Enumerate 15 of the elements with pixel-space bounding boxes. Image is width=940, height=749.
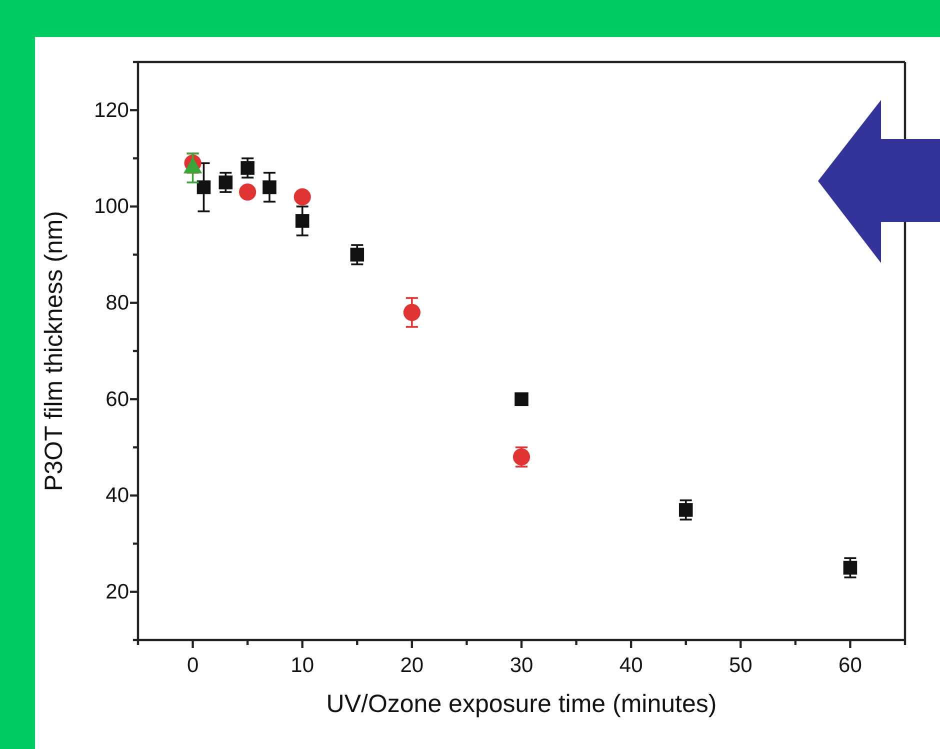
- y-tick-label: 120: [94, 98, 129, 122]
- x-tick-label: 30: [510, 654, 534, 678]
- y-tick-label: 100: [94, 195, 129, 218]
- x-tick-label: 50: [728, 654, 752, 678]
- y-axis-title: P3OT film thickness (nm): [40, 210, 68, 492]
- y-tick-label: 80: [106, 292, 129, 315]
- x-tick-label: 60: [838, 654, 862, 678]
- x-axis-title: UV/Ozone exposure time (minutes): [326, 690, 717, 718]
- y-tick-label: 20: [106, 580, 129, 604]
- x-tick-label: 20: [400, 654, 424, 678]
- y-tick-label: 60: [106, 388, 129, 411]
- x-tick-label: 0: [186, 654, 199, 678]
- y-tick-label: 40: [106, 484, 129, 508]
- x-tick-label: 10: [290, 654, 314, 678]
- x-tick-label: 40: [619, 654, 643, 678]
